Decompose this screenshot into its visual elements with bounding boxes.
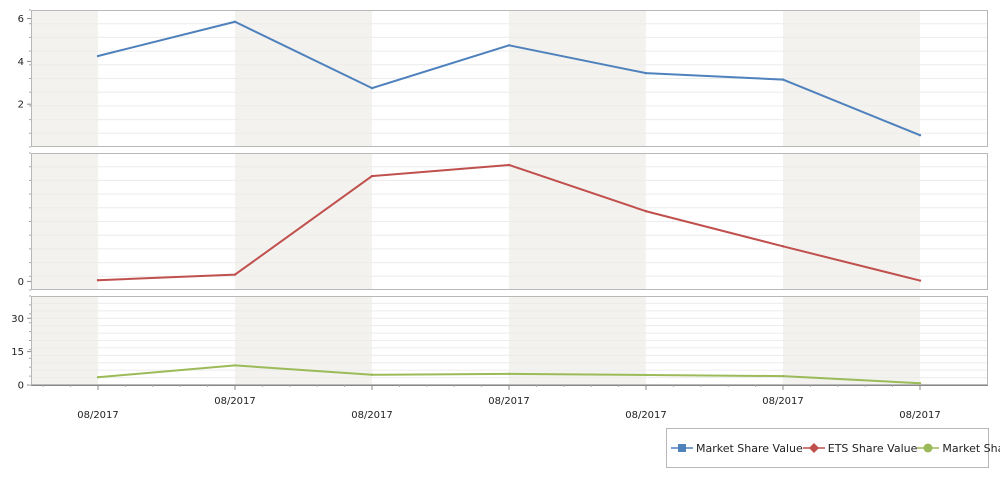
data-point-1-0 xyxy=(96,279,100,282)
legend-label-2: Market Share xyxy=(942,441,1000,455)
pane-0-ytick-label-2: 6 xyxy=(18,14,24,25)
legend-label-1: ETS Share Value xyxy=(827,441,918,455)
legend-item-1: ETS Share Value xyxy=(802,441,918,455)
x-tick-label-5: 08/2017 xyxy=(762,396,804,407)
data-point-0-4 xyxy=(644,71,648,75)
data-point-2-3 xyxy=(507,372,511,376)
data-point-2-4 xyxy=(644,373,648,377)
data-point-2-5 xyxy=(781,374,785,378)
pane-2-ytick-label-1: 15 xyxy=(11,347,24,358)
data-point-1-1 xyxy=(233,273,237,276)
data-point-1-3 xyxy=(507,163,511,167)
pane-1-ytick-label-0: 0 xyxy=(18,277,24,288)
data-point-0-1 xyxy=(233,20,237,23)
data-point-0-6 xyxy=(918,134,922,137)
data-point-2-6 xyxy=(918,382,922,385)
data-point-2-0 xyxy=(96,376,100,379)
data-point-1-5 xyxy=(781,245,785,248)
legend-label-0: Market Share Value xyxy=(696,441,803,455)
x-tick-label-3: 08/2017 xyxy=(488,396,530,407)
pane-1-border xyxy=(31,153,988,290)
data-point-0-5 xyxy=(781,78,785,81)
x-tick-label-6: 08/2017 xyxy=(899,410,941,421)
data-point-2-2 xyxy=(370,373,374,376)
legend-item-2: Market Share xyxy=(917,442,1000,455)
data-point-0-2 xyxy=(370,86,374,90)
pane-0-ytick-label-0: 2 xyxy=(18,100,24,111)
pane-2-border xyxy=(31,296,988,385)
legend-marker-circle-icon xyxy=(917,443,940,453)
data-point-1-6 xyxy=(918,279,922,282)
pane-2-ytick-label-2: 30 xyxy=(11,314,24,325)
x-tick-label-2: 08/2017 xyxy=(351,410,393,421)
data-point-1-4 xyxy=(644,210,648,213)
pane-2-ytick-label-0: 0 xyxy=(18,381,24,392)
pane-0-ytick-label-1: 4 xyxy=(18,57,24,68)
data-point-1-2 xyxy=(370,174,374,178)
legend: Market Share Value ETS Share Value Marke… xyxy=(666,428,1000,468)
legend-marker-square-icon xyxy=(671,444,693,452)
x-tick-label-1: 08/2017 xyxy=(214,396,256,407)
x-tick-label-0: 08/2017 xyxy=(77,410,119,421)
data-point-0-3 xyxy=(507,44,511,47)
legend-marker-diamond-icon xyxy=(802,443,825,453)
data-point-0-0 xyxy=(96,54,100,58)
x-tick-label-4: 08/2017 xyxy=(625,410,667,421)
legend-item-0: Market Share Value xyxy=(671,442,803,455)
pane-0-border xyxy=(31,10,988,147)
data-point-2-1 xyxy=(233,364,237,367)
